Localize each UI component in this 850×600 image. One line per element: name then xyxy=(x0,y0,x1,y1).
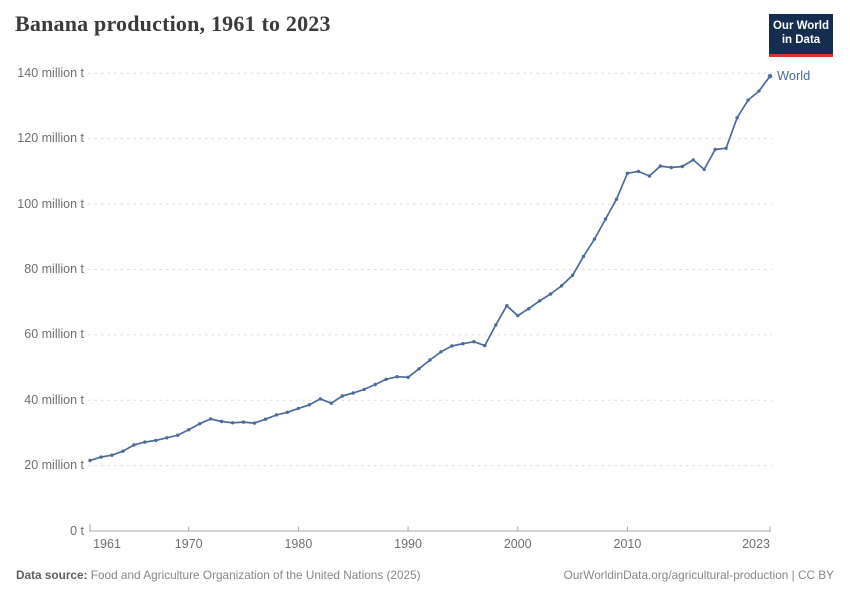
data-point-marker xyxy=(461,342,465,346)
data-point-marker xyxy=(395,375,399,379)
data-point-marker xyxy=(165,436,169,440)
x-tick-label: 1990 xyxy=(394,537,422,551)
data-point-marker xyxy=(680,164,684,169)
data-point-marker xyxy=(538,299,542,303)
data-point-marker xyxy=(351,391,355,395)
data-point-marker xyxy=(99,455,103,459)
y-tick-label: 20 million t xyxy=(24,458,84,473)
data-source-note[interactable]: Data source: Food and Agriculture Organi… xyxy=(16,568,421,582)
y-tick-label: 100 million t xyxy=(17,196,84,211)
data-point-marker xyxy=(647,174,652,178)
data-point-marker xyxy=(702,167,706,172)
data-point-marker xyxy=(494,323,498,327)
y-tick-label: 140 million t xyxy=(17,65,84,80)
data-point-marker xyxy=(691,158,695,162)
x-tick-label: 2023 xyxy=(742,537,770,551)
series-label-world[interactable]: World xyxy=(777,68,811,84)
data-point-marker xyxy=(439,350,443,354)
data-point-marker xyxy=(472,340,476,344)
data-point-marker xyxy=(548,292,553,296)
x-tick-label: 1961 xyxy=(93,537,121,551)
data-point-marker xyxy=(384,377,388,381)
data-point-marker xyxy=(230,421,235,425)
data-point-marker xyxy=(406,375,410,379)
data-point-marker xyxy=(263,417,268,421)
data-point-marker xyxy=(559,284,564,288)
data-point-marker xyxy=(483,343,487,348)
data-point-marker xyxy=(143,440,147,444)
x-tick-label: 2010 xyxy=(613,537,642,551)
data-point-marker xyxy=(362,387,366,392)
x-tick-label: 1980 xyxy=(284,537,313,551)
x-tick-label: 2000 xyxy=(503,537,532,551)
data-point-marker xyxy=(307,403,312,407)
data-point-marker xyxy=(318,397,322,401)
data-point-marker xyxy=(505,304,509,308)
data-point-marker xyxy=(417,367,421,371)
y-tick-label: 40 million t xyxy=(24,392,84,407)
data-point-marker xyxy=(746,98,750,102)
data-point-marker xyxy=(669,165,673,170)
data-point-marker xyxy=(614,197,619,201)
data-point-marker xyxy=(208,417,213,421)
chart-title: Banana production, 1961 to 2023 xyxy=(15,11,331,36)
series-end-marker xyxy=(767,73,773,79)
x-tick-label: 1970 xyxy=(174,537,203,551)
data-point-marker xyxy=(570,273,575,277)
y-tick-label: 80 million t xyxy=(24,261,84,276)
data-point-marker xyxy=(373,382,377,387)
y-tick-label: 60 million t xyxy=(24,327,84,342)
y-tick-label: 120 million t xyxy=(17,131,84,146)
data-point-marker xyxy=(757,89,761,93)
data-point-marker xyxy=(296,406,301,411)
data-point-marker xyxy=(636,169,641,174)
data-point-marker xyxy=(176,433,180,437)
data-point-marker xyxy=(154,438,158,443)
data-point-marker xyxy=(735,116,739,120)
data-point-marker xyxy=(329,401,333,405)
data-point-marker xyxy=(450,344,454,348)
data-point-marker xyxy=(241,420,246,424)
data-point-marker xyxy=(428,358,432,362)
data-point-marker xyxy=(592,237,597,241)
data-point-marker xyxy=(88,458,92,463)
data-point-marker xyxy=(724,146,728,150)
data-point-marker xyxy=(581,254,586,259)
data-point-marker xyxy=(285,410,290,414)
y-tick-label: 0 t xyxy=(70,523,84,538)
data-point-marker xyxy=(658,164,662,168)
world-series-line[interactable] xyxy=(89,75,771,462)
data-point-marker xyxy=(198,422,202,426)
data-point-marker xyxy=(340,394,344,398)
data-source-label: Data source: xyxy=(16,568,88,582)
data-point-marker xyxy=(516,313,520,318)
data-point-marker xyxy=(625,171,630,175)
data-point-marker xyxy=(527,307,531,311)
data-point-marker xyxy=(252,421,257,425)
owid-url-license[interactable]: OurWorldinData.org/agricultural-producti… xyxy=(563,568,834,582)
data-source-text: Food and Agriculture Organization of the… xyxy=(90,568,421,582)
data-point-marker xyxy=(110,453,114,457)
data-point-marker xyxy=(603,217,608,221)
data-point-marker xyxy=(274,413,279,417)
data-point-marker xyxy=(219,419,224,424)
data-point-marker xyxy=(132,443,136,447)
data-point-marker xyxy=(187,428,191,432)
data-point-marker xyxy=(121,449,125,453)
data-point-marker xyxy=(713,147,717,152)
